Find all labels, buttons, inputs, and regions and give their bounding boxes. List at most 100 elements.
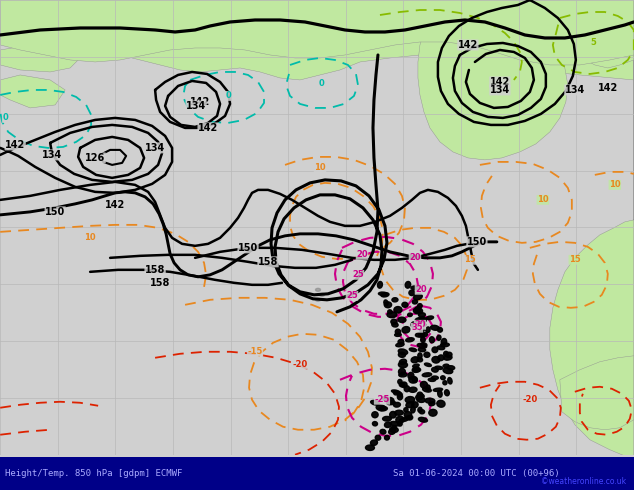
Text: 142: 142 [105, 200, 126, 210]
Ellipse shape [418, 332, 427, 337]
Ellipse shape [398, 352, 406, 357]
Text: 134: 134 [186, 101, 206, 111]
Ellipse shape [441, 339, 447, 345]
Text: 130°W: 130°W [359, 460, 380, 465]
Ellipse shape [420, 322, 425, 327]
Ellipse shape [398, 317, 406, 322]
Ellipse shape [425, 398, 435, 403]
Ellipse shape [372, 412, 378, 418]
Ellipse shape [424, 352, 430, 357]
Text: 30: 30 [414, 320, 425, 329]
Ellipse shape [392, 298, 398, 302]
Text: 170°E: 170°E [44, 460, 62, 465]
Text: 10: 10 [314, 163, 326, 172]
Ellipse shape [441, 343, 450, 347]
Text: 10: 10 [537, 196, 548, 204]
Ellipse shape [399, 372, 407, 377]
Ellipse shape [408, 372, 414, 379]
Ellipse shape [411, 357, 419, 363]
Text: -25: -25 [374, 395, 390, 404]
Ellipse shape [409, 376, 417, 383]
Ellipse shape [435, 366, 443, 369]
Ellipse shape [428, 378, 436, 381]
Ellipse shape [398, 392, 402, 397]
Ellipse shape [418, 417, 427, 422]
Text: 20: 20 [415, 285, 427, 294]
Ellipse shape [316, 298, 321, 301]
Text: 158: 158 [150, 278, 171, 288]
Polygon shape [480, 0, 634, 460]
Polygon shape [0, 0, 634, 65]
Ellipse shape [398, 421, 402, 426]
Text: -15: -15 [247, 347, 262, 356]
Ellipse shape [441, 376, 445, 380]
Ellipse shape [417, 358, 423, 362]
Ellipse shape [418, 313, 425, 317]
Text: 15: 15 [464, 255, 476, 264]
Text: 90°W: 90°W [573, 460, 590, 465]
Ellipse shape [402, 326, 410, 333]
Ellipse shape [388, 310, 392, 314]
Ellipse shape [394, 391, 398, 395]
Ellipse shape [398, 362, 408, 368]
Ellipse shape [378, 407, 387, 411]
Ellipse shape [316, 288, 321, 292]
Ellipse shape [432, 347, 438, 353]
Text: 25: 25 [352, 270, 364, 279]
Ellipse shape [392, 322, 398, 327]
Ellipse shape [387, 401, 395, 405]
Ellipse shape [389, 429, 395, 434]
Text: 150: 150 [467, 237, 487, 247]
Ellipse shape [443, 368, 453, 374]
Text: -20: -20 [292, 360, 307, 369]
Text: 10: 10 [609, 180, 621, 190]
Ellipse shape [448, 378, 452, 384]
Ellipse shape [410, 348, 417, 352]
Ellipse shape [396, 343, 404, 347]
Ellipse shape [420, 381, 427, 388]
Ellipse shape [365, 445, 375, 450]
Ellipse shape [401, 382, 407, 388]
Ellipse shape [420, 337, 425, 343]
Text: 134: 134 [565, 85, 585, 95]
Text: 35: 35 [411, 323, 423, 332]
Ellipse shape [417, 397, 425, 402]
Ellipse shape [418, 348, 425, 352]
Ellipse shape [405, 416, 411, 419]
Text: 142: 142 [190, 97, 210, 107]
Ellipse shape [391, 390, 401, 393]
Polygon shape [560, 356, 634, 430]
Text: 158: 158 [258, 257, 278, 267]
Ellipse shape [430, 325, 439, 330]
Ellipse shape [407, 416, 413, 420]
Text: 134: 134 [145, 143, 165, 153]
Text: 142: 142 [489, 77, 510, 87]
Ellipse shape [409, 387, 417, 392]
Text: 142: 142 [198, 123, 218, 133]
Ellipse shape [398, 393, 403, 400]
Ellipse shape [443, 381, 447, 385]
Ellipse shape [415, 333, 425, 337]
Ellipse shape [437, 335, 441, 341]
Ellipse shape [411, 286, 419, 290]
Ellipse shape [382, 416, 391, 421]
Ellipse shape [390, 427, 398, 433]
Ellipse shape [405, 281, 411, 288]
Polygon shape [572, 0, 634, 68]
Text: 170°W: 170°W [148, 460, 169, 465]
Text: 100°W: 100°W [518, 460, 539, 465]
Ellipse shape [438, 355, 444, 361]
Ellipse shape [380, 429, 386, 434]
Ellipse shape [432, 368, 438, 372]
Text: 142: 142 [458, 40, 478, 50]
Ellipse shape [413, 294, 422, 300]
Ellipse shape [444, 355, 452, 360]
Ellipse shape [404, 408, 408, 412]
Ellipse shape [413, 368, 420, 372]
Text: 140°W: 140°W [306, 460, 328, 465]
Ellipse shape [384, 300, 388, 306]
Ellipse shape [415, 306, 421, 313]
Polygon shape [0, 45, 80, 72]
Ellipse shape [381, 293, 389, 297]
Ellipse shape [384, 422, 391, 427]
